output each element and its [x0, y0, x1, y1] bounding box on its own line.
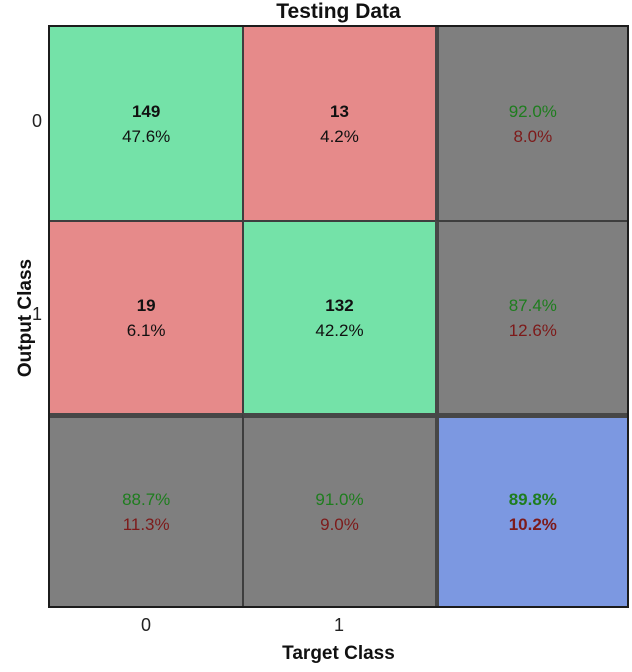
matrix-cell-r0c0: 149 47.6%	[50, 27, 243, 220]
y-axis-label: Output Class	[15, 258, 36, 378]
matrix-cell-r1c0: 19 6.1%	[50, 220, 243, 413]
cell-percent: 6.1%	[126, 320, 166, 340]
overall-accuracy-percent: 89.8%	[508, 490, 557, 509]
matrix-cell-overall: 89.8% 10.2%	[434, 413, 627, 606]
cell-error-percent: 11.3%	[122, 515, 170, 534]
matrix-cell-summary-c0: 88.7% 11.3%	[50, 413, 243, 606]
cell-error-percent: 9.0%	[320, 515, 359, 534]
cell-percent: 42.2%	[315, 320, 364, 340]
x-tick-1: 1	[333, 615, 344, 635]
overall-error-percent: 10.2%	[508, 515, 557, 534]
cell-success-percent: 92.0%	[508, 101, 557, 121]
cell-error-percent: 12.6%	[508, 320, 557, 340]
matrix-cell-r1c1: 132 42.2%	[242, 220, 435, 413]
y-tick-0: 0	[31, 111, 42, 131]
cell-count: 19	[136, 295, 156, 315]
matrix-cell-summary-c1: 91.0% 9.0%	[242, 413, 435, 606]
x-tick-0: 0	[140, 615, 151, 635]
x-axis-label: Target Class	[282, 643, 395, 664]
cell-percent: 4.2%	[320, 126, 359, 146]
cell-success-percent: 91.0%	[315, 490, 364, 509]
matrix-cell-r0-summary: 92.0% 8.0%	[434, 27, 627, 220]
matrix-cell-r0c1: 13 4.2%	[242, 27, 435, 220]
cell-count: 13	[330, 101, 349, 121]
cell-count: 132	[325, 295, 354, 315]
confusion-matrix: 149 47.6% 13 4.2% 92.0% 8.0% 19 6.1% 132…	[48, 25, 629, 608]
cell-percent: 47.6%	[122, 126, 171, 146]
matrix-cell-r1-summary: 87.4% 12.6%	[434, 220, 627, 413]
plot-title: Testing Data	[276, 0, 401, 23]
cell-success-percent: 88.7%	[122, 490, 171, 509]
y-tick-1: 1	[31, 304, 42, 324]
cell-count: 149	[131, 101, 161, 121]
cell-error-percent: 8.0%	[513, 126, 553, 146]
cell-success-percent: 87.4%	[508, 295, 557, 315]
